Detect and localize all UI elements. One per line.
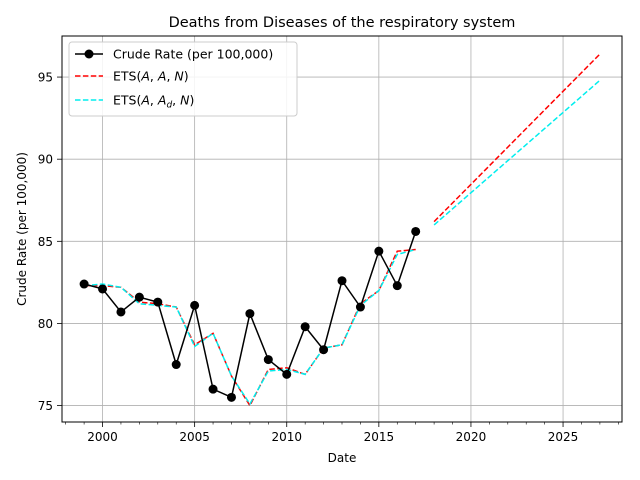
data-point — [171, 360, 181, 370]
data-point — [263, 355, 273, 365]
x-axis-label: Date — [328, 451, 357, 465]
y-tick-label: 85 — [38, 235, 53, 249]
legend-label-ets-aan: ETS(A, A, N) — [113, 69, 189, 84]
data-point — [319, 345, 329, 355]
legend-label-crude: Crude Rate (per 100,000) — [113, 47, 273, 62]
data-point — [245, 309, 255, 319]
data-point — [392, 281, 402, 291]
data-point — [300, 322, 310, 332]
legend-marker-crude — [84, 49, 94, 59]
legend: Crude Rate (per 100,000) ETS(A, A, N) ET… — [68, 41, 298, 117]
x-tick-label: 2020 — [456, 430, 487, 444]
data-point — [337, 276, 347, 286]
data-point — [134, 292, 144, 302]
x-tick-label: 2010 — [271, 430, 302, 444]
legend-label-ets-aadn: ETS(A, Ad, N) — [113, 93, 194, 111]
x-tick-label: 2005 — [179, 430, 210, 444]
data-point — [374, 246, 384, 256]
y-axis-label: Crude Rate (per 100,000) — [15, 152, 29, 306]
data-point — [282, 369, 292, 379]
data-point — [98, 284, 108, 294]
series-forecast-line — [433, 79, 601, 226]
y-tick-label: 80 — [38, 317, 53, 331]
data-point — [226, 392, 236, 402]
data-point — [79, 279, 89, 289]
y-tick-label: 95 — [38, 71, 53, 85]
chart-title: Deaths from Diseases of the respiratory … — [169, 15, 516, 31]
data-point — [208, 384, 218, 394]
y-tick-label: 90 — [38, 153, 53, 167]
data-point — [153, 297, 163, 307]
data-point — [411, 226, 421, 236]
data-point — [355, 302, 365, 312]
series-fitted-line — [84, 248, 416, 408]
data-point — [116, 307, 126, 317]
axis-ticks: 2000 2005 2010 2015 2020 2025 75 80 85 90 95 — [38, 71, 619, 444]
x-tick-label: 2025 — [548, 430, 579, 444]
y-tick-label: 75 — [38, 399, 53, 413]
legend-box — [68, 41, 298, 117]
x-tick-label: 2015 — [364, 430, 395, 444]
plot-area — [79, 53, 601, 408]
data-point — [190, 300, 200, 310]
x-tick-label: 2000 — [87, 430, 118, 444]
